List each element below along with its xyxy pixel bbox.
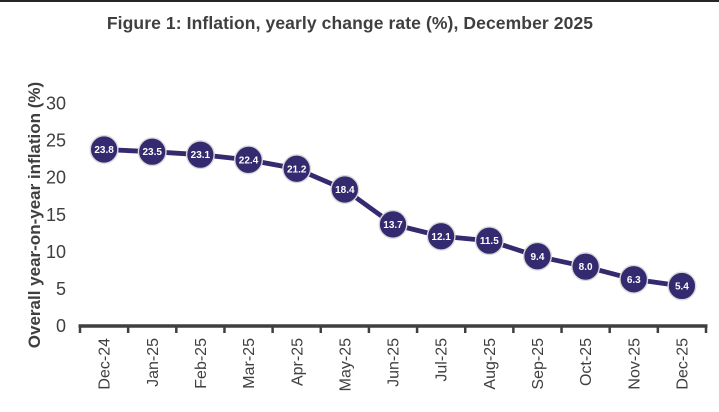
- x-tick-label: Feb-25: [193, 338, 210, 389]
- data-point-label: 22.4: [239, 155, 259, 166]
- y-tick-label: 5: [56, 279, 66, 299]
- y-tick-label: 10: [46, 242, 66, 262]
- x-tick-label: Sep-25: [530, 338, 547, 390]
- data-point-marker: [185, 140, 215, 170]
- data-point-marker: [474, 226, 504, 256]
- chart-title: Figure 1: Inflation, yearly change rate …: [106, 13, 594, 33]
- data-point-marker: [378, 209, 408, 239]
- x-tick-label: Nov-25: [626, 338, 643, 390]
- data-point-label: 12.1: [431, 232, 451, 243]
- y-tick-label: 15: [46, 205, 66, 225]
- x-tick-label: Apr-25: [289, 338, 306, 386]
- y-tick-label: 30: [46, 94, 66, 114]
- data-point-marker: [426, 221, 456, 251]
- x-tick-label: Oct-25: [578, 338, 595, 386]
- x-tick-label: Mar-25: [241, 338, 258, 389]
- data-point-marker: [282, 154, 312, 184]
- data-point-label: 13.7: [383, 220, 403, 231]
- y-axis-title: Overall year-on-year inflation (%): [25, 82, 44, 348]
- data-point-label: 23.5: [142, 147, 162, 158]
- data-point-label: 9.4: [531, 252, 545, 263]
- data-point-marker: [89, 134, 119, 164]
- x-tick-label: Jan-25: [145, 338, 162, 387]
- data-point-label: 18.4: [335, 185, 355, 196]
- x-tick-label: Jul-25: [434, 338, 451, 382]
- data-point-label: 21.2: [287, 164, 307, 175]
- data-point-label: 8.0: [579, 262, 593, 273]
- data-point-label: 11.5: [480, 236, 499, 247]
- y-tick-label: 20: [46, 168, 66, 188]
- data-point-marker: [619, 264, 649, 294]
- data-point-marker: [522, 241, 552, 271]
- data-point-label: 6.3: [627, 275, 641, 286]
- x-tick-label: Jun-25: [386, 338, 403, 387]
- y-tick-label: 0: [56, 316, 66, 336]
- x-tick-label: May-25: [337, 338, 354, 391]
- data-point-marker: [667, 271, 697, 301]
- top-border-rule: [0, 0, 719, 2]
- data-point-marker: [234, 145, 264, 175]
- x-tick-label: Dec-25: [675, 338, 692, 390]
- y-tick-label: 25: [46, 131, 66, 151]
- data-point-label: 5.4: [675, 281, 689, 292]
- data-point-marker: [137, 137, 167, 167]
- x-tick-label: Dec-24: [97, 338, 114, 390]
- data-point-marker: [571, 252, 601, 282]
- data-point-label: 23.8: [94, 145, 114, 156]
- data-point-marker: [330, 175, 360, 205]
- data-point-label: 23.1: [191, 150, 211, 161]
- x-tick-label: Aug-25: [482, 338, 499, 390]
